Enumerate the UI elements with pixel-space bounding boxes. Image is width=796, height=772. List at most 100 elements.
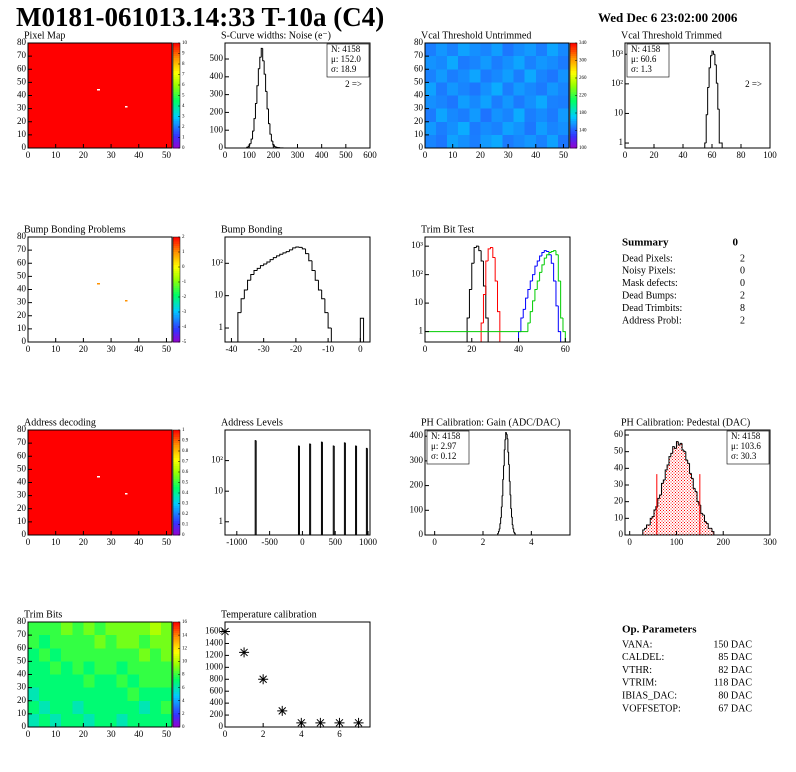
colorbar-step	[173, 710, 180, 713]
colorbar-step	[173, 703, 180, 707]
colorbar-step	[173, 314, 180, 318]
heatmap-cell	[557, 95, 569, 109]
heatmap-cell	[447, 108, 459, 122]
x-tick-label: 0	[223, 150, 228, 160]
heatmap-cell	[72, 674, 84, 688]
heatmap-cell	[127, 700, 139, 714]
heatmap-cell	[557, 69, 569, 83]
colorbar-step	[173, 630, 180, 633]
plot-frame	[424, 236, 571, 343]
colorbar-step	[173, 626, 180, 629]
summary-label: Noisy Pixels:	[622, 266, 676, 277]
hist-fill	[700, 513, 703, 535]
heatmap-cell	[458, 56, 470, 70]
colorbar-step	[173, 59, 180, 63]
hist-bin	[529, 311, 533, 323]
x-tick-label: 500	[339, 150, 353, 160]
hist-bin	[664, 469, 668, 480]
heatmap-cell	[39, 648, 51, 662]
heatmap-cell	[480, 121, 492, 135]
hist-bin	[668, 456, 671, 465]
hist-bin	[485, 285, 489, 342]
y-tick-label: 10	[214, 290, 224, 300]
x-tick-label: -500	[261, 537, 278, 547]
heatmap-cell	[105, 713, 117, 727]
y-tick-label: 600	[210, 685, 224, 695]
heatmap-cell	[127, 475, 172, 478]
colorbar-step	[173, 716, 180, 720]
colorbar-step	[173, 659, 180, 663]
colorbar-step	[173, 480, 180, 483]
colorbar-step	[173, 114, 180, 117]
heatmap-cell	[160, 635, 172, 649]
hist-bin	[653, 509, 656, 517]
point	[315, 717, 326, 728]
colorbar-label: 8	[182, 62, 185, 67]
colorbar-step	[173, 287, 180, 290]
heatmap-cell	[447, 121, 459, 135]
colorbar-label: 0	[182, 533, 185, 538]
heatmap-cell	[513, 134, 525, 148]
colorbar-step	[173, 279, 180, 282]
heatmap-cell	[425, 43, 437, 57]
hist-bin	[513, 532, 516, 535]
colorbar-step	[173, 141, 180, 145]
param-label: VOFFSETOP:	[622, 703, 681, 714]
hist-bin	[694, 488, 698, 493]
heatmap-cell	[138, 700, 150, 714]
heatmap-cell	[116, 635, 128, 649]
y-tick-label: 30	[17, 682, 27, 692]
y-tick-label: 10	[17, 516, 27, 526]
stats-line: N: 4158	[631, 44, 661, 54]
heatmap-cell	[425, 82, 437, 96]
heatmap-cell	[28, 430, 98, 476]
hist-bin	[522, 308, 526, 318]
colorbar-step	[570, 95, 577, 99]
x-tick-label: 2	[481, 537, 486, 547]
colorbar-step	[173, 262, 180, 265]
colorbar-step	[173, 293, 180, 297]
colorbar-step	[570, 141, 577, 145]
heatmap-cell	[61, 674, 73, 688]
colorbar-step	[570, 145, 577, 149]
heatmap-cell	[557, 134, 569, 148]
summary-value: 2	[740, 290, 745, 301]
heatmap-cell	[28, 700, 40, 714]
hist-fill	[672, 446, 675, 535]
heatmap-cell	[447, 56, 459, 70]
hist-bin	[555, 280, 559, 307]
hist-bin	[546, 254, 549, 259]
colorbar-step	[173, 520, 180, 523]
colorbar-step	[173, 91, 180, 94]
hist-bin	[720, 142, 723, 148]
colorbar-step	[173, 321, 180, 324]
colorbar-step	[173, 697, 180, 701]
hist-fill	[685, 460, 688, 535]
panel-title: Temperature calibration	[221, 609, 317, 620]
colorbar-step	[570, 87, 577, 90]
heatmap-cell	[61, 661, 73, 675]
y-tick-label: 50	[17, 270, 27, 280]
colorbar-step	[173, 647, 180, 650]
heatmap-cell	[469, 43, 481, 57]
colorbar-step	[173, 488, 180, 492]
heatmap-cell	[105, 687, 117, 701]
colorbar-step	[173, 64, 180, 67]
colorbar-step	[173, 85, 180, 88]
hist-bin	[560, 280, 563, 319]
heatmap-cell	[28, 106, 98, 108]
colorbar-step	[173, 335, 180, 339]
colorbar-label: 3	[182, 115, 185, 120]
hist-fill	[693, 488, 696, 535]
heatmap-cell	[425, 121, 437, 135]
colorbar-step	[173, 442, 180, 446]
stats-line: σ: 0.12	[431, 451, 456, 461]
panel-title: Bump Bonding Problems	[24, 224, 126, 235]
hist-bin	[690, 473, 694, 479]
colorbar-step	[173, 622, 180, 625]
colorbar-step	[173, 530, 180, 534]
x-tick-label: 0	[423, 344, 428, 354]
y-tick-label: 1	[619, 137, 624, 147]
heatmap-cell	[83, 661, 95, 675]
hist-bin	[317, 280, 322, 291]
